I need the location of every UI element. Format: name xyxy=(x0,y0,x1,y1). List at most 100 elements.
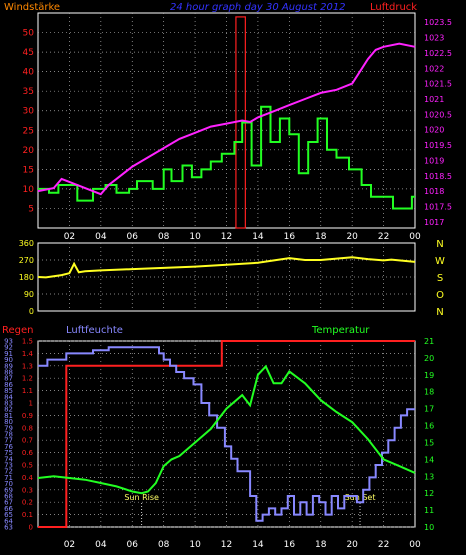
pressure-tick-label: 1018 xyxy=(424,187,444,196)
humidity-tick-label: 88 xyxy=(4,369,13,377)
humidity-tick-label: 89 xyxy=(4,362,13,370)
rain-tick-label: 0.2 xyxy=(22,499,33,507)
humidity-tick-label: 66 xyxy=(4,505,13,513)
x-tick-label: 18 xyxy=(315,232,327,242)
x-tick-label: 12 xyxy=(221,540,232,550)
humidity-tick-label: 82 xyxy=(4,406,13,414)
humidity-tick-label: 63 xyxy=(4,524,13,532)
pressure-tick-label: 1023 xyxy=(424,34,444,43)
pressure-tick-label: 1021.5 xyxy=(424,80,452,89)
rain-tick-label: 0.8 xyxy=(22,424,33,432)
rain-tick-label: 0.3 xyxy=(22,486,33,494)
wind-tick-label: 45 xyxy=(23,48,34,58)
rain-axis-ticks: 0 0.1 0.2 0.3 0.4 0.5 0.6 0.7 0.8 0.9 1 1.1 1.2 1.3 1.… xyxy=(22,338,34,532)
humidity-tick-label: 74 xyxy=(4,455,13,463)
x-tick-label: 04 xyxy=(95,232,107,242)
humidity-tick-label: 75 xyxy=(4,449,13,457)
temperature-tick-label: 15 xyxy=(424,438,434,447)
pressure-tick-label: 1021 xyxy=(424,95,444,104)
humidity-tick-label: 91 xyxy=(4,350,13,358)
pressure-tick-label: 1020.5 xyxy=(424,110,452,119)
temperature-tick-label: 11 xyxy=(424,506,434,515)
temperature-tick-label: 14 xyxy=(424,455,434,464)
sun-set-label: Sun Set xyxy=(345,493,376,502)
pressure-tick-label: 1018.5 xyxy=(424,172,452,181)
pressure-tick-label: 1022.5 xyxy=(424,49,452,58)
direction-tick-label: 180 xyxy=(19,273,34,282)
temperature-tick-label: 16 xyxy=(424,422,434,431)
pressure-tick-label: 1017.5 xyxy=(424,203,452,212)
compass-letter: N xyxy=(436,307,443,318)
compass-letter: N xyxy=(436,239,443,250)
direction-tick-label: 360 xyxy=(19,239,34,248)
temperature-tick-label: 10 xyxy=(424,523,434,532)
pressure-tick-label: 1023.5 xyxy=(424,18,452,27)
humidity-tick-label: 65 xyxy=(4,511,13,519)
pressure-axis-ticks: 1017 1017.5 1018 1018.5 1019 1019.5 1020 1020.5… xyxy=(424,18,452,227)
top-series xyxy=(37,16,416,229)
rain-tick-label: 1.3 xyxy=(22,362,33,370)
pressure-line xyxy=(37,42,416,196)
humidity-tick-label: 71 xyxy=(4,474,13,482)
wind-tick-label: 20 xyxy=(23,146,35,156)
humidity-tick-label: 81 xyxy=(4,412,13,420)
humidity-tick-label: 76 xyxy=(4,443,13,451)
x-tick-label: 16 xyxy=(284,540,296,550)
humidity-tick-label: 83 xyxy=(4,400,13,408)
humidity-tick-label: 86 xyxy=(4,381,13,389)
x-tick-label: 20 xyxy=(346,540,358,550)
humidity-tick-label: 92 xyxy=(4,344,13,352)
humidity-tick-label: 70 xyxy=(4,480,13,488)
x-tick-label: 06 xyxy=(127,540,139,550)
temperature-tick-label: 19 xyxy=(424,371,434,380)
rain-tick-label: 0.9 xyxy=(22,412,33,420)
rain-tick-label: 1.5 xyxy=(22,338,33,346)
rain-humidity-temperature-panel: 6364656667686970717273747576777879808182… xyxy=(2,325,434,550)
x-tick-label: 12 xyxy=(221,232,232,242)
sun-markers: Sun Rise Sun Set xyxy=(124,493,375,527)
humidity-tick-label: 69 xyxy=(4,486,13,494)
humidity-tick-label: 85 xyxy=(4,387,13,395)
chart-title: 24 hour graph day 30 August 2012 xyxy=(170,2,346,13)
pressure-tick-label: 1019 xyxy=(424,156,444,165)
temperature-tick-label: 21 xyxy=(424,337,434,346)
temperature-tick-label: 13 xyxy=(424,472,434,481)
pressure-label: Luftdruck xyxy=(370,2,417,13)
middle-series xyxy=(37,256,416,279)
x-tick-label: 22 xyxy=(378,232,389,242)
humidity-label: Luftfeuchte xyxy=(66,325,123,336)
rain-tick-label: 1.2 xyxy=(22,375,33,383)
pressure-tick-label: 1017 xyxy=(424,218,444,227)
humidity-tick-label: 72 xyxy=(4,468,13,476)
x-tick-label: 00 xyxy=(409,540,421,550)
rain-tick-label: 0.5 xyxy=(22,462,33,470)
compass-letter: O xyxy=(436,290,444,301)
humidity-tick-label: 77 xyxy=(4,437,13,445)
temperature-tick-label: 20 xyxy=(424,354,434,363)
x-tick-label: 00 xyxy=(409,232,421,242)
wind-tick-label: 30 xyxy=(23,107,35,117)
x-tick-label: 14 xyxy=(252,540,264,550)
wind-tick-label: 10 xyxy=(23,185,35,195)
x-tick-label: 04 xyxy=(95,540,107,550)
temperature-label: Temperatur xyxy=(311,325,370,336)
x-tick-label: 08 xyxy=(158,540,170,550)
rain-tick-label: 0.4 xyxy=(22,474,34,482)
wind-label: Windstärke xyxy=(4,2,60,13)
wind-tick-label: 5 xyxy=(28,204,34,214)
top-x-ticks: 02 04 06 08 10 12 14 16 18 20 22 00 xyxy=(64,232,421,242)
pressure-tick-label: 1020 xyxy=(424,126,444,135)
humidity-tick-label: 64 xyxy=(4,517,13,525)
rain-tick-label: 1.4 xyxy=(22,350,34,358)
x-tick-label: 14 xyxy=(252,232,264,242)
humidity-axis-ticks: 6364656667686970717273747576777879808182… xyxy=(4,338,13,532)
x-tick-label: 08 xyxy=(158,232,170,242)
x-tick-label: 16 xyxy=(284,232,296,242)
sun-rise-label: Sun Rise xyxy=(124,493,159,502)
bottom-series xyxy=(37,340,416,528)
compass-letter: S xyxy=(437,273,443,284)
temperature-tick-label: 17 xyxy=(424,405,434,414)
direction-axis-ticks: 0 90 180 270 360 xyxy=(19,239,34,316)
